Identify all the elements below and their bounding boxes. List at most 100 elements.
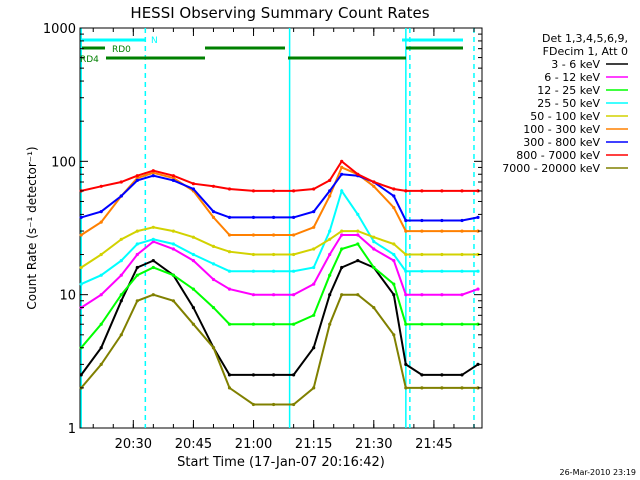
data-point: [292, 373, 296, 377]
data-point: [372, 235, 376, 239]
data-point: [328, 322, 332, 326]
data-point: [328, 237, 332, 241]
series-2: [79, 242, 480, 350]
legend-label: 7000 - 20000 keV: [502, 162, 600, 175]
data-point: [151, 174, 155, 178]
data-point: [392, 206, 396, 210]
data-point: [312, 225, 316, 229]
data-point: [440, 373, 444, 377]
legend-title-line: FDecim 1, Att 0: [543, 45, 628, 58]
data-point: [460, 218, 464, 223]
data-point: [404, 252, 408, 257]
data-point: [292, 293, 296, 297]
data-point: [119, 333, 123, 337]
data-point: [79, 373, 83, 377]
data-point: [191, 235, 195, 239]
data-point: [171, 229, 175, 233]
data-point: [211, 262, 216, 266]
legend-label: 800 - 7000 keV: [516, 149, 600, 162]
data-point: [328, 178, 332, 182]
data-point: [356, 172, 360, 176]
legend-label: 50 - 100 keV: [530, 110, 600, 123]
data-point: [119, 299, 123, 303]
data-point: [440, 218, 444, 223]
data-point: [119, 237, 123, 241]
data-point: [356, 259, 360, 263]
data-point: [119, 194, 123, 198]
data-point: [340, 159, 344, 163]
chart-title: HESSI Observing Summary Count Rates: [130, 4, 429, 22]
data-point: [211, 277, 216, 282]
data-point: [272, 233, 276, 237]
legend-label: 3 - 6 keV: [551, 58, 600, 71]
data-point: [440, 252, 444, 257]
data-point: [272, 252, 276, 257]
data-point: [356, 293, 360, 297]
data-point: [191, 259, 195, 263]
legend: Det 1,3,4,5,6,9,FDecim 1, Att 03 - 6 keV…: [502, 32, 628, 175]
data-point: [328, 293, 332, 297]
data-point: [292, 215, 296, 219]
series-line: [80, 242, 478, 349]
data-point: [312, 265, 316, 270]
data-point: [119, 180, 123, 184]
data-point: [292, 269, 296, 273]
data-point: [476, 215, 480, 219]
y-tick-label: 1000: [43, 22, 76, 37]
data-point: [272, 322, 276, 326]
data-point: [272, 215, 276, 219]
data-point: [404, 386, 408, 390]
series-8: [79, 293, 480, 407]
data-point: [135, 265, 139, 270]
data-point: [191, 322, 195, 326]
data-point: [292, 189, 296, 193]
data-point: [227, 250, 232, 254]
data-point: [312, 282, 316, 286]
data-point: [119, 293, 123, 297]
legend-label: 100 - 300 keV: [523, 123, 600, 136]
data-point: [460, 386, 464, 390]
data-point: [328, 194, 332, 198]
legend-label: 25 - 50 keV: [537, 97, 600, 110]
data-point: [340, 233, 344, 237]
data-point: [328, 189, 332, 193]
data-point: [191, 252, 195, 257]
series-0: [79, 259, 480, 377]
data-point: [292, 322, 296, 326]
data-point: [227, 269, 232, 273]
data-point: [460, 252, 464, 257]
data-point: [151, 225, 155, 229]
data-point: [292, 252, 296, 257]
series-1: [79, 233, 480, 310]
y-tick-label: 10: [59, 289, 76, 304]
data-point: [211, 306, 216, 310]
series-3: [79, 188, 480, 286]
data-point: [171, 242, 175, 246]
data-point: [151, 259, 155, 263]
data-point: [99, 220, 103, 224]
data-point: [119, 273, 123, 277]
data-point: [151, 237, 155, 241]
data-point: [227, 215, 232, 219]
x-tick-label: 21:15: [295, 437, 332, 452]
data-point: [340, 293, 344, 297]
data-point: [135, 273, 139, 277]
flag-label-rd4: RD4: [80, 55, 99, 65]
data-point: [460, 269, 464, 273]
data-point: [420, 229, 424, 233]
data-point: [312, 346, 316, 350]
data-point: [135, 178, 139, 182]
data-point: [135, 299, 139, 303]
flag-label-rd0: RD0: [112, 45, 131, 55]
data-point: [328, 229, 332, 233]
data-point: [312, 386, 316, 390]
data-point: [171, 247, 175, 251]
data-point: [211, 210, 216, 214]
data-point: [211, 346, 216, 350]
data-point: [372, 247, 376, 251]
data-point: [99, 184, 103, 188]
data-point: [251, 189, 256, 193]
series-line: [80, 259, 479, 376]
data-point: [404, 229, 408, 233]
